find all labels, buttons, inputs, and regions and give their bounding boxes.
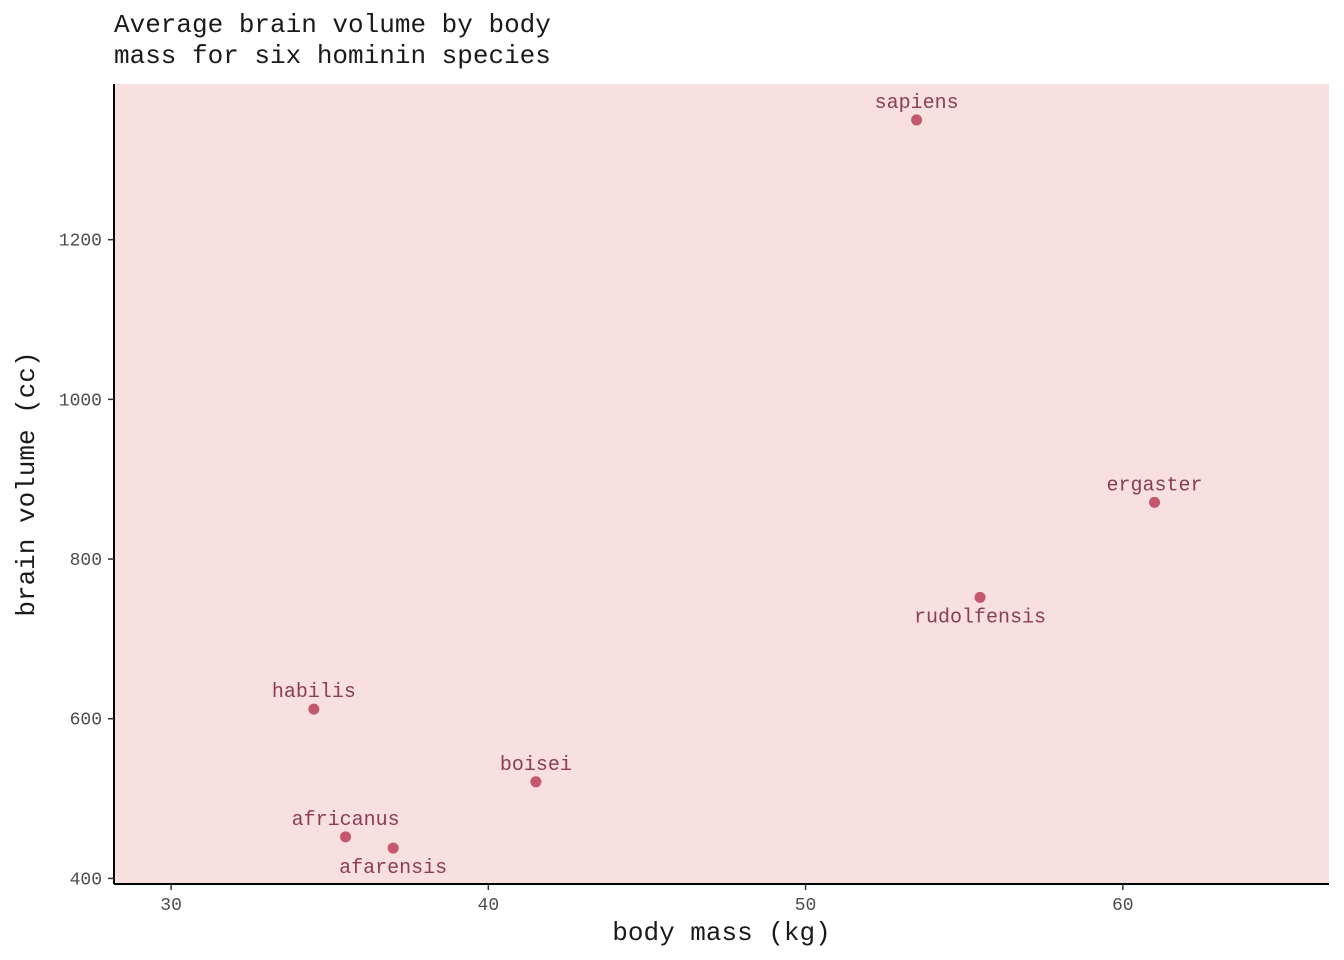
- x-tick-label: 60: [1112, 896, 1134, 916]
- data-point-boisei: [530, 776, 542, 788]
- points-layer: [308, 114, 1161, 854]
- x-tick-label: 50: [795, 896, 817, 916]
- x-axis-ticks: 30 40 50 60: [160, 884, 1134, 916]
- y-axis-ticks: 400 600 800 1000 1200: [59, 232, 114, 890]
- y-tick-label: 400: [70, 870, 102, 890]
- point-label-boisei: boisei: [500, 754, 572, 777]
- data-point-afarensis: [387, 842, 399, 854]
- point-label-rudolfensis: rudolfensis: [914, 606, 1046, 629]
- data-point-rudolfensis: [974, 591, 986, 603]
- y-tick-label: 1200: [59, 232, 102, 252]
- data-point-africanus: [340, 831, 352, 843]
- x-tick-label: 30: [160, 896, 182, 916]
- y-tick-label: 1000: [59, 391, 102, 411]
- point-label-ergaster: ergaster: [1107, 474, 1203, 497]
- x-tick-label: 40: [478, 896, 500, 916]
- y-axis-title: brain volume (cc): [12, 351, 42, 616]
- data-point-sapiens: [911, 114, 923, 126]
- y-tick-label: 600: [70, 711, 102, 731]
- chart-title-line-1: Average brain volume by body: [114, 10, 551, 40]
- data-point-ergaster: [1149, 496, 1161, 508]
- data-point-habilis: [308, 703, 320, 715]
- point-label-sapiens: sapiens: [875, 92, 959, 115]
- point-label-habilis: habilis: [272, 681, 356, 704]
- chart-title-line-2: mass for six hominin species: [114, 41, 551, 71]
- plot-panel: [114, 84, 1329, 884]
- labels-layer: sapiens ergaster rudolfensis habilis boisei a…: [272, 92, 1203, 880]
- y-tick-label: 800: [70, 551, 102, 571]
- point-label-afarensis: afarensis: [339, 857, 447, 880]
- point-label-africanus: africanus: [292, 809, 400, 832]
- x-axis-title: body mass (kg): [612, 918, 830, 948]
